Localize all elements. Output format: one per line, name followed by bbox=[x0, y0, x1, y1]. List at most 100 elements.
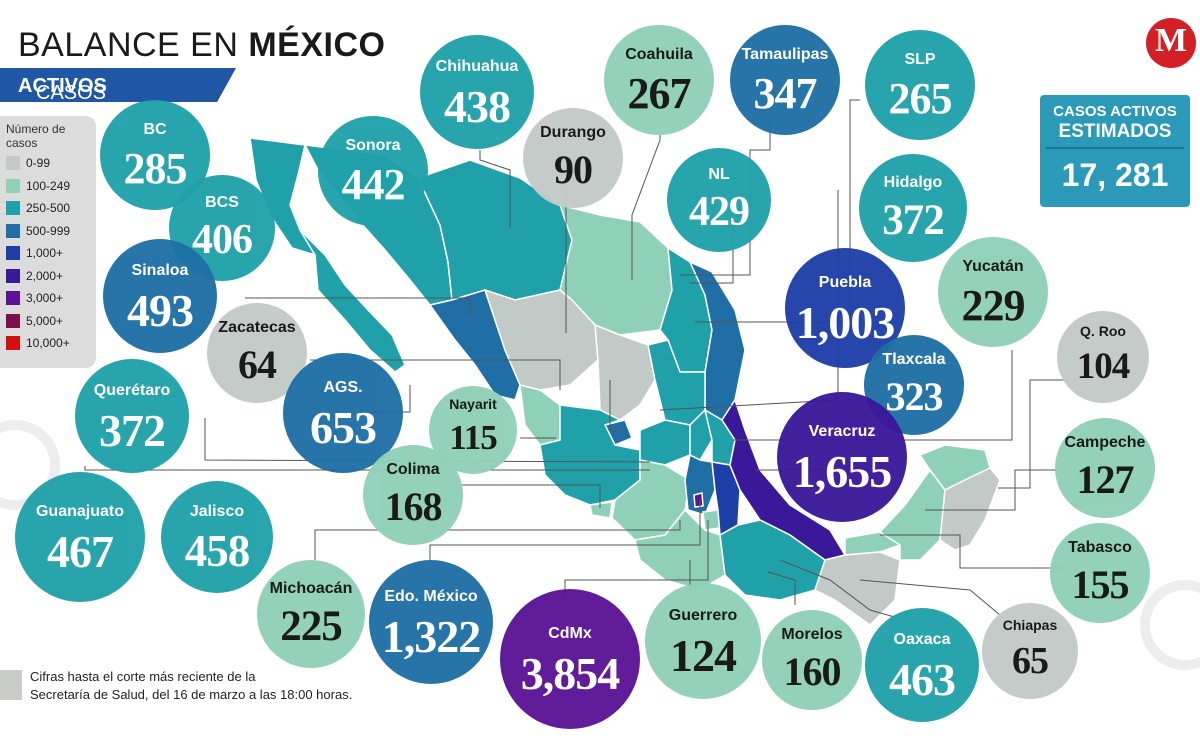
summary-value: 17, 281 bbox=[1061, 157, 1169, 193]
state-bubble-sinaloa: Sinaloa 493 bbox=[103, 239, 217, 353]
region-guanajuato bbox=[639, 419, 691, 466]
state-value: 65 bbox=[1012, 640, 1049, 682]
subtitle-banner: CASOS ACTIVOS bbox=[0, 68, 236, 102]
region-colima bbox=[589, 501, 613, 519]
legend-label: 1,000+ bbox=[26, 246, 64, 260]
legend-item: 100-249 bbox=[6, 178, 70, 193]
legend-label: 250-500 bbox=[26, 201, 71, 215]
state-value: 406 bbox=[192, 217, 253, 263]
legend-swatch bbox=[6, 178, 20, 193]
state-value: 127 bbox=[1076, 457, 1135, 502]
state-name: Guerrero bbox=[668, 607, 738, 624]
region-cdmx bbox=[693, 492, 704, 508]
state-name: Sonora bbox=[345, 137, 401, 154]
region-jalisco bbox=[539, 404, 641, 506]
state-value: 3,854 bbox=[520, 648, 621, 699]
legend-item: 0-99 bbox=[6, 156, 50, 170]
state-bubble-morelos: Morelos 160 bbox=[762, 610, 862, 710]
legend-label: 10,000+ bbox=[26, 336, 70, 350]
legend-title: Número de casos bbox=[6, 122, 66, 150]
state-value: 229 bbox=[961, 281, 1026, 330]
footnote: Cifras hasta el corte más reciente de la… bbox=[30, 668, 360, 704]
virus-decoration-right bbox=[1140, 580, 1200, 670]
state-value: 1,003 bbox=[795, 297, 896, 348]
state-bubble-ags: AGS. 653 bbox=[283, 353, 403, 473]
state-bubble-quer-taro: Querétaro 372 bbox=[75, 359, 189, 473]
state-name: Zacatecas bbox=[218, 319, 296, 336]
state-bubble-nl: NL 429 bbox=[667, 148, 771, 252]
state-name: CdMx bbox=[548, 625, 592, 642]
state-value: 1,322 bbox=[381, 611, 482, 662]
legend-swatch bbox=[6, 223, 20, 238]
state-name: NL bbox=[708, 166, 730, 183]
state-name: Jalisco bbox=[189, 503, 245, 520]
legend-item: 1,000+ bbox=[6, 246, 63, 260]
state-name: Puebla bbox=[818, 274, 872, 291]
state-value: 458 bbox=[184, 526, 251, 576]
state-name: Nayarit bbox=[449, 396, 497, 412]
legend-item: 10,000+ bbox=[6, 336, 70, 350]
footnote-line2: Secretaría de Salud, del 16 de marzo a l… bbox=[30, 687, 353, 702]
legend-label: 500-999 bbox=[26, 223, 71, 238]
state-value: 467 bbox=[47, 526, 114, 577]
state-bubble-sonora: Sonora 442 bbox=[318, 116, 428, 226]
legend: Número de casos 0-99 100-249 250-500 500-99… bbox=[0, 116, 96, 368]
state-value: 124 bbox=[670, 630, 737, 681]
summary-divider bbox=[1046, 147, 1184, 149]
state-name: Yucatán bbox=[962, 258, 1024, 275]
state-bubble-nayarit: Nayarit 115 bbox=[429, 386, 517, 474]
state-name: Michoacán bbox=[269, 580, 353, 597]
state-bubble-chiapas: Chiapas 65 bbox=[982, 603, 1078, 699]
legend-swatch bbox=[6, 336, 20, 350]
legend-swatch bbox=[6, 246, 20, 260]
legend-swatch bbox=[6, 268, 20, 283]
state-value: 372 bbox=[99, 405, 166, 456]
state-name: Tlaxcala bbox=[882, 351, 946, 368]
state-name: AGS. bbox=[323, 379, 363, 396]
state-name: Q. Roo bbox=[1080, 323, 1126, 339]
state-name: SLP bbox=[904, 51, 936, 68]
state-value: 493 bbox=[127, 285, 194, 336]
legend-swatch bbox=[6, 291, 20, 305]
state-name: Guanajuato bbox=[35, 503, 124, 520]
state-value: 168 bbox=[384, 484, 443, 529]
legend-item: 500-999 bbox=[6, 223, 71, 238]
region-zacatecas bbox=[594, 323, 656, 421]
state-name: Tamaulipas bbox=[741, 46, 829, 63]
legend-item: 2,000+ bbox=[6, 268, 64, 283]
state-bubble-chihuahua: Chihuahua 438 bbox=[420, 35, 534, 149]
state-value: 653 bbox=[310, 402, 377, 453]
state-bubble-tamaulipas: Tamaulipas 347 bbox=[730, 25, 840, 135]
state-value: 285 bbox=[123, 144, 188, 193]
state-bubble-zacatecas: Zacatecas 64 bbox=[207, 303, 307, 403]
state-name: Querétaro bbox=[93, 382, 171, 399]
state-bubble-colima: Colima 168 bbox=[363, 445, 463, 545]
state-bubble-cdmx: CdMx 3,854 bbox=[500, 589, 640, 729]
state-name: Sinaloa bbox=[131, 262, 189, 279]
legend-label: 3,000+ bbox=[26, 291, 64, 305]
state-value: 347 bbox=[753, 69, 818, 118]
region-coahuila bbox=[558, 203, 673, 336]
state-bubble-guanajuato: Guanajuato 467 bbox=[15, 472, 145, 602]
state-value: 442 bbox=[341, 160, 406, 209]
legend-label: 2,000+ bbox=[26, 268, 64, 283]
state-name: BC bbox=[143, 121, 167, 138]
footnote-line1: Cifras hasta el corte más reciente de la bbox=[30, 669, 256, 684]
legend-swatch bbox=[6, 156, 20, 170]
milenio-logo: M bbox=[1146, 18, 1196, 68]
state-name: Chiapas bbox=[1002, 617, 1058, 633]
state-name: Colima bbox=[386, 461, 440, 478]
state-value: 104 bbox=[1076, 346, 1131, 387]
state-name: BCS bbox=[205, 194, 239, 211]
region-nayarit bbox=[519, 384, 561, 446]
state-value: 267 bbox=[627, 69, 692, 118]
page-title: BALANCE EN MÉXICO bbox=[18, 26, 386, 64]
state-value: 90 bbox=[554, 147, 593, 192]
region-edomex bbox=[684, 453, 716, 516]
state-bubble-edo-m-xico: Edo. México 1,322 bbox=[369, 560, 493, 684]
state-bubble-jalisco: Jalisco 458 bbox=[161, 481, 273, 593]
legend-label: 0-99 bbox=[26, 156, 51, 170]
region-queretaro bbox=[689, 408, 713, 461]
